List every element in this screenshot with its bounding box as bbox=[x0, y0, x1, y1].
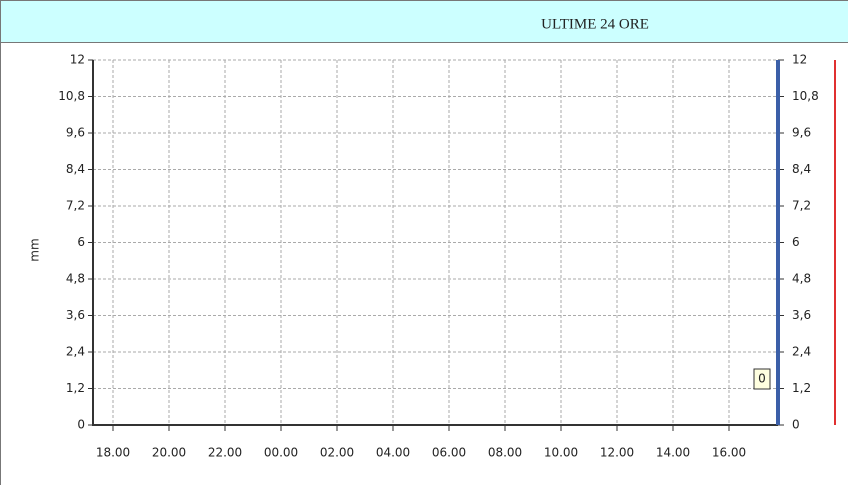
y-tick-label: 12 bbox=[70, 53, 85, 67]
x-tick-label: 08.00 bbox=[488, 446, 522, 460]
y2-tick-label: 10,8 bbox=[792, 89, 819, 103]
y-tick-label: 9,6 bbox=[66, 126, 85, 140]
x-tick-label: 10.00 bbox=[544, 446, 578, 460]
data-label-box bbox=[753, 368, 771, 390]
x-tick-label: 16.00 bbox=[712, 446, 746, 460]
y-tick-label: 8,4 bbox=[66, 162, 85, 176]
y2-tick-label: 6 bbox=[792, 235, 800, 249]
y-tick-label: 6 bbox=[77, 235, 85, 249]
x-tick-label: 12.00 bbox=[600, 446, 634, 460]
data-label: 0 bbox=[758, 372, 766, 386]
chart-title: ULTIME 24 ORE bbox=[541, 16, 649, 32]
x-tick-label: 04.00 bbox=[376, 446, 410, 460]
x-tick-label: 20.00 bbox=[152, 446, 186, 460]
x-tick-label: 18.00 bbox=[96, 446, 130, 460]
header-band bbox=[0, 0, 848, 42]
y2-tick-label: 8,4 bbox=[792, 162, 811, 176]
y-tick-label: 0 bbox=[77, 418, 85, 432]
y2-tick-label: 0 bbox=[792, 418, 800, 432]
y-tick-label: 2,4 bbox=[66, 345, 85, 359]
y2-tick-label: 1,2 bbox=[792, 381, 811, 395]
x-tick-label: 14.00 bbox=[656, 446, 690, 460]
y2-tick-label: 2,4 bbox=[792, 345, 811, 359]
y-axis-label: mm bbox=[28, 238, 42, 261]
x-tick-label: 00.00 bbox=[264, 446, 298, 460]
x-tick-label: 22.00 bbox=[208, 446, 242, 460]
x-tick-label: 02.00 bbox=[320, 446, 354, 460]
y-tick-label: 7,2 bbox=[66, 199, 85, 213]
y-tick-label: 10,8 bbox=[58, 89, 85, 103]
y-tick-label: 4,8 bbox=[66, 272, 85, 286]
y-tick-label: 3,6 bbox=[66, 308, 85, 322]
y2-tick-label: 7,2 bbox=[792, 199, 811, 213]
y2-tick-label: 9,6 bbox=[792, 126, 811, 140]
y2-tick-label: 4,8 bbox=[792, 272, 811, 286]
y2-tick-label: 3,6 bbox=[792, 308, 811, 322]
y-tick-label: 1,2 bbox=[66, 381, 85, 395]
y2-tick-label: 12 bbox=[792, 53, 807, 67]
x-tick-label: 06.00 bbox=[432, 446, 466, 460]
